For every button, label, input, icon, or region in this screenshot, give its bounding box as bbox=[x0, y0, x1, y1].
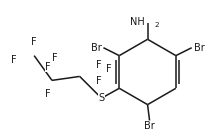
Text: F: F bbox=[52, 53, 58, 63]
Text: F: F bbox=[45, 62, 51, 72]
Text: S: S bbox=[98, 93, 105, 103]
Text: F: F bbox=[96, 60, 101, 70]
Text: F: F bbox=[96, 76, 101, 86]
Text: 2: 2 bbox=[154, 22, 159, 28]
Text: NH: NH bbox=[130, 18, 145, 28]
Text: F: F bbox=[11, 55, 16, 65]
Text: Br: Br bbox=[194, 43, 204, 53]
Text: F: F bbox=[106, 65, 111, 75]
Text: F: F bbox=[45, 89, 51, 99]
Text: Br: Br bbox=[91, 43, 102, 53]
Text: Br: Br bbox=[144, 122, 155, 132]
Text: F: F bbox=[31, 37, 37, 47]
